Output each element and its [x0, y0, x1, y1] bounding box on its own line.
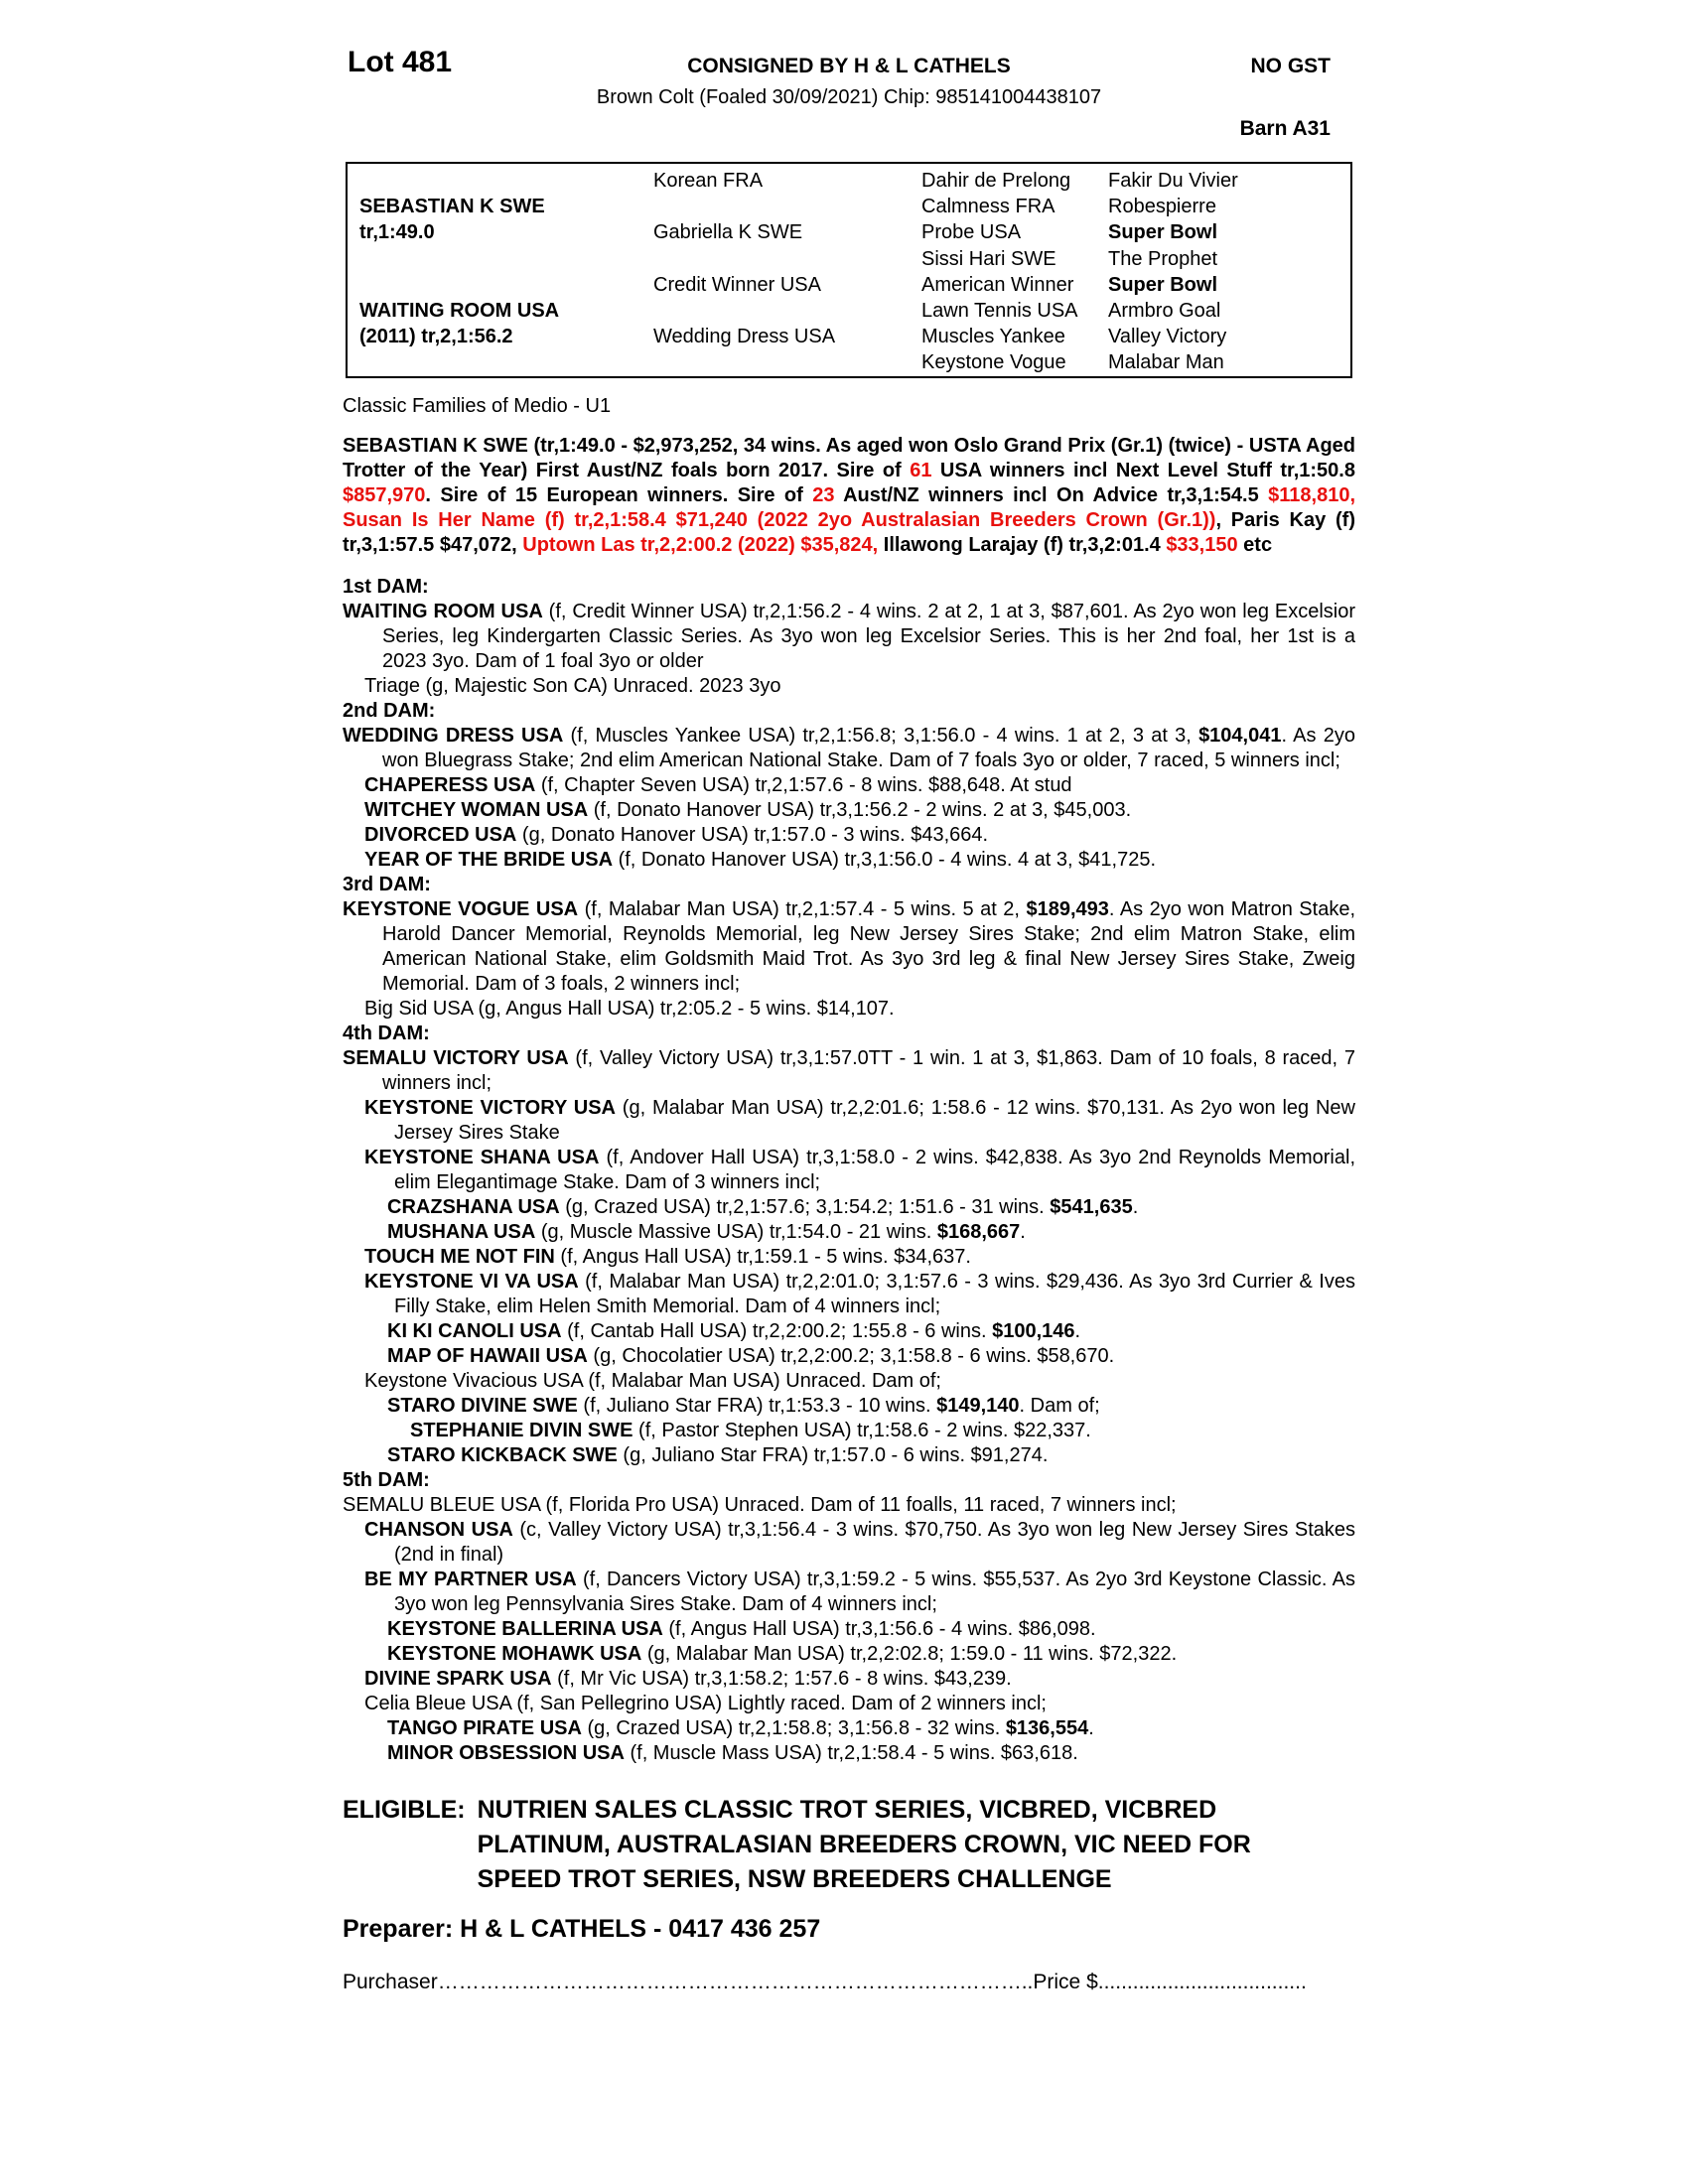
pedigree-cell: WAITING ROOM USA — [359, 299, 560, 322]
dam-entry: Celia Bleue USA (f, San Pellegrino USA) … — [364, 1693, 1047, 1714]
purchaser-label: Purchaser — [343, 1971, 438, 1993]
dam-entry: KEYSTONE VI VA USA (f, Malabar Man USA) … — [364, 1271, 1355, 1317]
dam-entry: WAITING ROOM USA (f, Credit Winner USA) … — [343, 601, 1355, 672]
dam-entry: WITCHEY WOMAN USA (f, Donato Hanover USA… — [364, 799, 1132, 821]
pedigree-cell — [359, 349, 652, 375]
dam-entry: MUSHANA USA (g, Muscle Massive USA) tr,1… — [387, 1221, 1026, 1243]
dam-entry: MINOR OBSESSION USA (f, Muscle Mass USA)… — [387, 1742, 1078, 1764]
pedigree-cell — [653, 246, 916, 272]
dam-entry: CHAPERESS USA (f, Chapter Seven USA) tr,… — [364, 774, 1072, 796]
eligible-line: SPEED TROT SERIES, NSW BREEDERS CHALLENG… — [477, 1865, 1112, 1893]
pedigree-cell: tr,1:49.0 — [359, 221, 435, 244]
dam-entry: STARO KICKBACK SWE (g, Juliano Star FRA)… — [387, 1444, 1049, 1466]
pedigree-cell — [359, 246, 652, 272]
pedigree-cell: Gabriella K SWE — [653, 221, 803, 244]
dam-entry: KEYSTONE MOHAWK USA (g, Malabar Man USA)… — [387, 1643, 1178, 1665]
dam-entry: BE MY PARTNER USA (f, Dancers Victory US… — [364, 1569, 1355, 1615]
pedigree-column-grandparents: Korean FRA Gabriella K SWE Credit Winner U… — [653, 168, 916, 376]
pedigree-cell — [359, 168, 652, 194]
pedigree-cell — [653, 349, 916, 375]
eligible-line: PLATINUM, AUSTRALASIAN BREEDERS CROWN, V… — [477, 1831, 1251, 1858]
pedigree-cell: Muscles Yankee — [921, 326, 1065, 348]
dam-entry: CRAZSHANA USA (g, Crazed USA) tr,2,1:57.… — [387, 1196, 1139, 1218]
dam-entry: STEPHANIE DIVIN SWE (f, Pastor Stephen U… — [410, 1420, 1091, 1441]
pedigree-column-parents: SEBASTIAN K SWE tr,1:49.0 WAITING ROOM USA… — [359, 168, 652, 376]
pedigree-column-greatgrandparents: Dahir de Prelong Calmness FRA Probe USA Sis… — [921, 168, 1108, 376]
dam-heading: 4th DAM: — [343, 1023, 430, 1044]
dam-entry: SEMALU BLEUE USA (f, Florida Pro USA) Un… — [343, 1494, 1177, 1516]
dam-entry: WEDDING DRESS USA (f, Muscles Yankee USA… — [343, 725, 1355, 771]
pedigree-cell: Lawn Tennis USA — [921, 299, 1078, 322]
lot-number: Lot 481 — [348, 46, 453, 78]
dam-entry: KEYSTONE VOGUE USA (f, Malabar Man USA) … — [343, 898, 1356, 995]
dam-entry: KEYSTONE SHANA USA (f, Andover Hall USA)… — [364, 1147, 1355, 1193]
price-label: Price $ — [1033, 1971, 1098, 1993]
pedigree-cell: Calmness FRA — [921, 196, 1055, 218]
dam-heading: 3rd DAM: — [343, 874, 431, 895]
pedigree-cell: American Winner — [921, 273, 1074, 296]
dam-entry: SEMALU VICTORY USA (f, Valley Victory US… — [343, 1047, 1355, 1094]
pedigree-cell: Valley Victory — [1108, 326, 1227, 348]
dam-entry: STARO DIVINE SWE (f, Juliano Star FRA) t… — [387, 1395, 1100, 1417]
dam-entry: KI KI CANOLI USA (f, Cantab Hall USA) tr… — [387, 1320, 1081, 1342]
eligible-label: ELIGIBLE: — [343, 1796, 466, 1824]
dam-sections: 1st DAM: WAITING ROOM USA (f, Credit Winn… — [343, 575, 1355, 1766]
eligible-line: NUTRIEN SALES CLASSIC TROT SERIES, VICBR… — [477, 1796, 1217, 1824]
pedigree-cell: Super Bowl — [1108, 273, 1218, 296]
dam-heading: 2nd DAM: — [343, 700, 436, 722]
dam-entry: TOUCH ME NOT FIN (f, Angus Hall USA) tr,… — [364, 1246, 971, 1268]
pedigree-cell: Keystone Vogue — [921, 351, 1066, 374]
pedigree-cell: Malabar Man — [1108, 351, 1224, 374]
pedigree-cell: Sissi Hari SWE — [921, 247, 1056, 270]
colt-description: Brown Colt (Foaled 30/09/2021) Chip: 985… — [596, 86, 1102, 108]
pedigree-cell: Super Bowl — [1108, 221, 1218, 244]
price-dotted-leader: .................................... — [1097, 1971, 1307, 1993]
pedigree-cell — [653, 298, 916, 324]
pedigree-cell: Korean FRA — [653, 170, 764, 192]
pedigree-cell: Wedding Dress USA — [653, 326, 836, 348]
dam-entry: KEYSTONE VICTORY USA (g, Malabar Man USA… — [364, 1097, 1355, 1144]
pedigree-table: SEBASTIAN K SWE tr,1:49.0 WAITING ROOM USA… — [346, 162, 1352, 378]
pedigree-cell: Dahir de Prelong — [921, 170, 1071, 192]
dam-entry: YEAR OF THE BRIDE USA (f, Donato Hanover… — [364, 849, 1156, 871]
pedigree-column-greatgreatgrandparents: Fakir Du Vivier Robespierre Super Bowl The … — [1108, 168, 1346, 376]
eligible-section: ELIGIBLE: NUTRIEN SALES CLASSIC TROT SER… — [343, 1793, 1355, 1897]
dam-entry: MAP OF HAWAII USA (g, Chocolatier USA) t… — [387, 1345, 1115, 1367]
pedigree-cell — [359, 272, 652, 298]
dam-entry: TANGO PIRATE USA (g, Crazed USA) tr,2,1:… — [387, 1717, 1094, 1739]
dam-entry: DIVINE SPARK USA (f, Mr Vic USA) tr,3,1:… — [364, 1668, 1012, 1690]
dam-heading: 1st DAM: — [343, 576, 429, 598]
pedigree-cell: Credit Winner USA — [653, 273, 821, 296]
pedigree-cell: Probe USA — [921, 221, 1022, 244]
dam-heading: 5th DAM: — [343, 1469, 430, 1491]
pedigree-cell — [653, 194, 916, 219]
dam-entry: Big Sid USA (g, Angus Hall USA) tr,2:05.… — [364, 998, 895, 1020]
dam-entry: KEYSTONE BALLERINA USA (f, Angus Hall US… — [387, 1618, 1096, 1640]
purchaser-dotted-leader: ………………………………………………………………………….. — [437, 1971, 1034, 1993]
dam-entry: Keystone Vivacious USA (f, Malabar Man U… — [364, 1370, 941, 1392]
family-classification: Classic Families of Medio - U1 — [343, 395, 612, 417]
dam-entry: Triage (g, Majestic Son CA) Unraced. 202… — [364, 675, 781, 697]
main-content: Classic Families of Medio - U1 SEBASTIAN… — [343, 394, 1355, 1994]
consigned-heading: CONSIGNED BY H & L CATHELS — [687, 55, 1011, 77]
pedigree-cell: Robespierre — [1108, 196, 1216, 218]
preparer-line: Preparer: H & L CATHELS - 0417 436 257 — [343, 1915, 821, 1943]
pedigree-cell: SEBASTIAN K SWE — [359, 196, 545, 218]
eligible-lines: NUTRIEN SALES CLASSIC TROT SERIES, VICBR… — [478, 1793, 1251, 1897]
gst-label: NO GST — [1250, 55, 1331, 77]
sire-paragraph: SEBASTIAN K SWE (tr,1:49.0 - $2,973,252,… — [343, 435, 1356, 556]
purchaser-line: Purchaser…………………………………………………………………………..P… — [343, 1970, 1355, 1994]
pedigree-cell: Armbro Goal — [1108, 299, 1221, 322]
dam-entry: CHANSON USA (c, Valley Victory USA) tr,3… — [364, 1519, 1355, 1566]
pedigree-cell: The Prophet — [1108, 247, 1218, 270]
barn-label: Barn A31 — [1239, 117, 1331, 140]
dam-entry: DIVORCED USA (g, Donato Hanover USA) tr,… — [364, 824, 989, 846]
pedigree-cell: (2011) tr,2,1:56.2 — [359, 326, 513, 348]
pedigree-cell: Fakir Du Vivier — [1108, 170, 1238, 192]
